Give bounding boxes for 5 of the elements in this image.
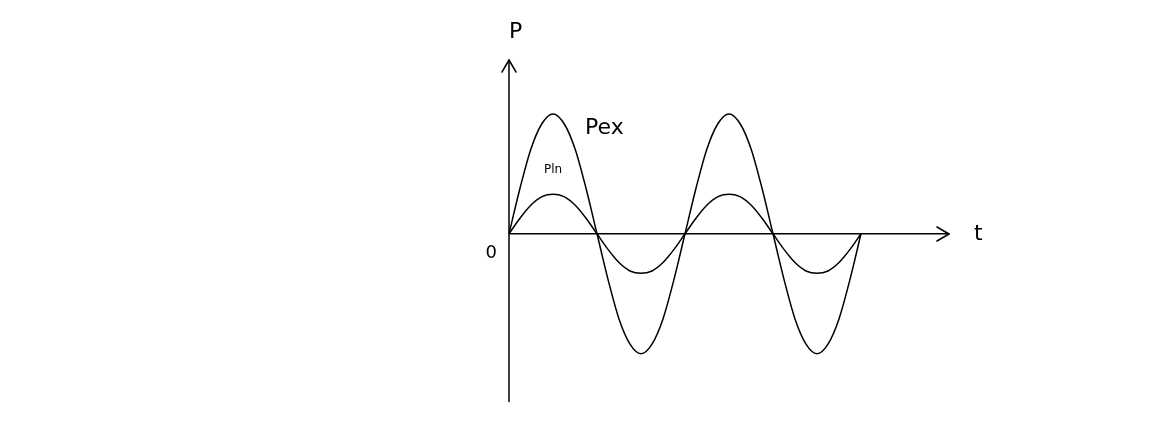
text: 0 [485, 241, 497, 263]
series-label: Pex [585, 113, 624, 139]
x-axis-title: t [974, 219, 983, 245]
series-label: Pln [543, 162, 563, 177]
y-axis-title: P [509, 17, 523, 43]
